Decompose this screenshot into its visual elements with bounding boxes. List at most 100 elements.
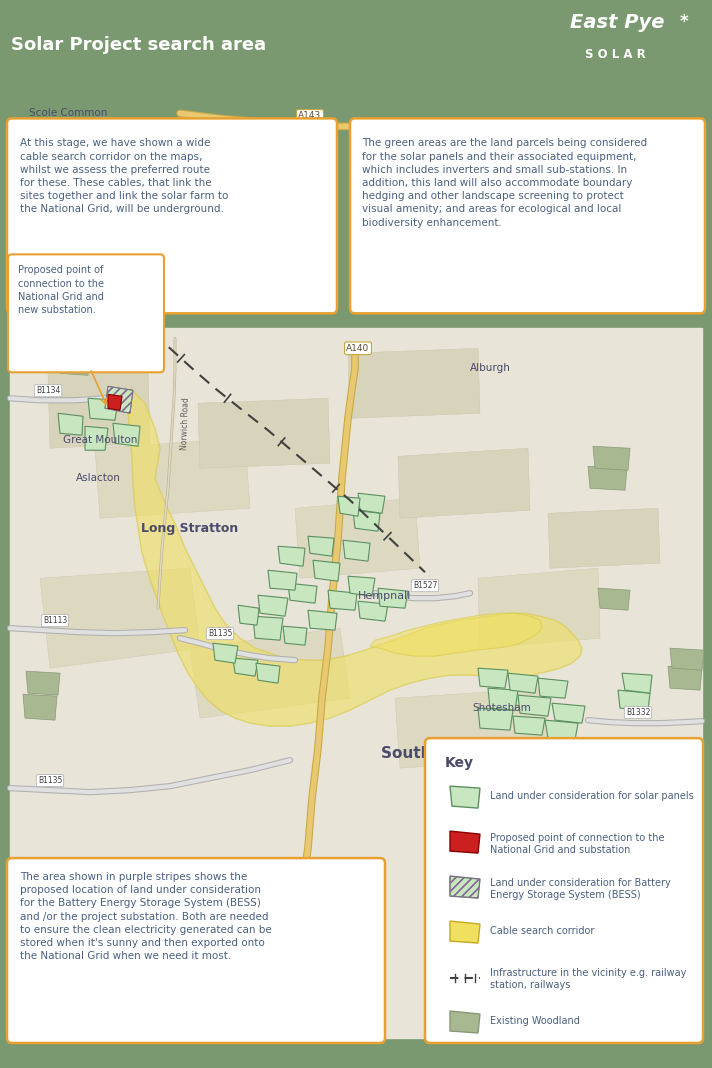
Text: A140: A140 (346, 883, 370, 893)
Polygon shape (622, 673, 652, 693)
Polygon shape (398, 449, 530, 518)
Polygon shape (26, 671, 60, 695)
Polygon shape (508, 673, 538, 693)
FancyBboxPatch shape (8, 254, 164, 373)
Polygon shape (450, 921, 480, 943)
Text: Proposed point of
connection to the
National Grid and
new substation.: Proposed point of connection to the Nati… (18, 265, 104, 315)
Polygon shape (450, 1011, 480, 1033)
Polygon shape (28, 346, 62, 371)
Polygon shape (295, 499, 420, 578)
Polygon shape (670, 648, 704, 670)
Polygon shape (288, 583, 317, 603)
Polygon shape (198, 398, 330, 468)
Text: Cable search corridor: Cable search corridor (490, 926, 595, 936)
Polygon shape (125, 389, 582, 726)
Polygon shape (108, 394, 122, 410)
Text: Alburgh: Alburgh (469, 363, 511, 374)
Text: B1527: B1527 (413, 581, 437, 591)
Polygon shape (395, 688, 550, 768)
Polygon shape (256, 663, 280, 684)
Polygon shape (450, 831, 480, 853)
Polygon shape (48, 368, 150, 449)
Polygon shape (513, 717, 545, 735)
Polygon shape (598, 588, 630, 610)
Text: East Pye: East Pye (570, 13, 664, 32)
FancyBboxPatch shape (7, 858, 385, 1043)
Polygon shape (258, 595, 288, 616)
Polygon shape (488, 688, 518, 710)
Text: Brooke: Brooke (612, 753, 648, 764)
Text: At this stage, we have shown a wide
cable search corridor on the maps,
whilst we: At this stage, we have shown a wide cabl… (20, 139, 229, 215)
Polygon shape (450, 786, 480, 808)
Polygon shape (353, 511, 380, 531)
Text: B1135: B1135 (38, 776, 62, 785)
Text: A143: A143 (298, 111, 322, 121)
Text: Scole Common: Scole Common (28, 108, 108, 119)
Polygon shape (358, 601, 388, 622)
Polygon shape (545, 720, 578, 740)
Polygon shape (213, 643, 238, 663)
Polygon shape (348, 577, 375, 596)
Polygon shape (113, 423, 140, 446)
Polygon shape (478, 669, 508, 688)
Bar (10, 328, 702, 1038)
Text: Key: Key (445, 756, 474, 770)
Text: Infrastructure in the vicinity e.g. railway
station, railways: Infrastructure in the vicinity e.g. rail… (490, 968, 686, 990)
Text: Long Stratton: Long Stratton (142, 522, 239, 535)
Polygon shape (348, 348, 480, 419)
FancyBboxPatch shape (350, 119, 705, 313)
Polygon shape (548, 508, 660, 568)
Text: The green areas are the land parcels being considered
for the solar panels and t: The green areas are the land parcels bei… (362, 139, 647, 227)
Polygon shape (593, 446, 630, 470)
Text: S O L A R: S O L A R (585, 48, 646, 61)
Text: A140: A140 (346, 344, 370, 352)
Text: *: * (680, 13, 689, 31)
Text: Hempnall: Hempnall (358, 592, 412, 601)
Text: Land under consideration for Battery
Energy Storage System (BESS): Land under consideration for Battery Ene… (490, 878, 671, 900)
Polygon shape (618, 690, 650, 710)
Polygon shape (95, 438, 250, 518)
Polygon shape (450, 876, 480, 898)
Text: Shotesham: Shotesham (473, 703, 531, 713)
Polygon shape (233, 658, 258, 676)
Polygon shape (668, 666, 702, 690)
Polygon shape (538, 678, 568, 698)
Text: Great Moulton: Great Moulton (63, 436, 137, 445)
Polygon shape (358, 493, 385, 514)
Polygon shape (88, 398, 118, 421)
Text: Land under consideration for solar panels: Land under consideration for solar panel… (490, 791, 693, 801)
Polygon shape (278, 546, 305, 566)
Text: B1134: B1134 (36, 387, 61, 395)
Text: South Norfolk: South Norfolk (381, 745, 499, 760)
Text: The area shown in purple stripes shows the
proposed location of land under consi: The area shown in purple stripes shows t… (20, 873, 272, 961)
Polygon shape (268, 570, 297, 591)
Polygon shape (40, 568, 200, 669)
Polygon shape (552, 703, 585, 723)
Polygon shape (85, 426, 108, 451)
Text: Solar Project search area: Solar Project search area (11, 36, 266, 54)
Text: Existing Woodland: Existing Woodland (490, 1016, 580, 1026)
Text: B1332: B1332 (626, 708, 650, 717)
Polygon shape (313, 561, 340, 581)
Polygon shape (308, 536, 334, 556)
Polygon shape (58, 413, 83, 436)
Polygon shape (238, 606, 259, 625)
Polygon shape (58, 354, 90, 375)
Polygon shape (283, 626, 307, 645)
Polygon shape (478, 708, 513, 731)
Text: Harleston: Harleston (559, 186, 613, 195)
Text: Aslacton: Aslacton (75, 473, 120, 483)
Polygon shape (370, 613, 542, 656)
FancyBboxPatch shape (7, 119, 337, 313)
Polygon shape (338, 497, 360, 516)
Polygon shape (588, 467, 627, 490)
Text: B1113: B1113 (43, 616, 67, 625)
Polygon shape (378, 588, 408, 608)
Polygon shape (328, 591, 357, 610)
Polygon shape (253, 616, 283, 640)
Text: Norwich Road: Norwich Road (179, 397, 190, 451)
Text: B1135: B1135 (208, 629, 232, 639)
Polygon shape (343, 540, 370, 561)
Polygon shape (105, 387, 133, 413)
FancyBboxPatch shape (425, 738, 703, 1043)
